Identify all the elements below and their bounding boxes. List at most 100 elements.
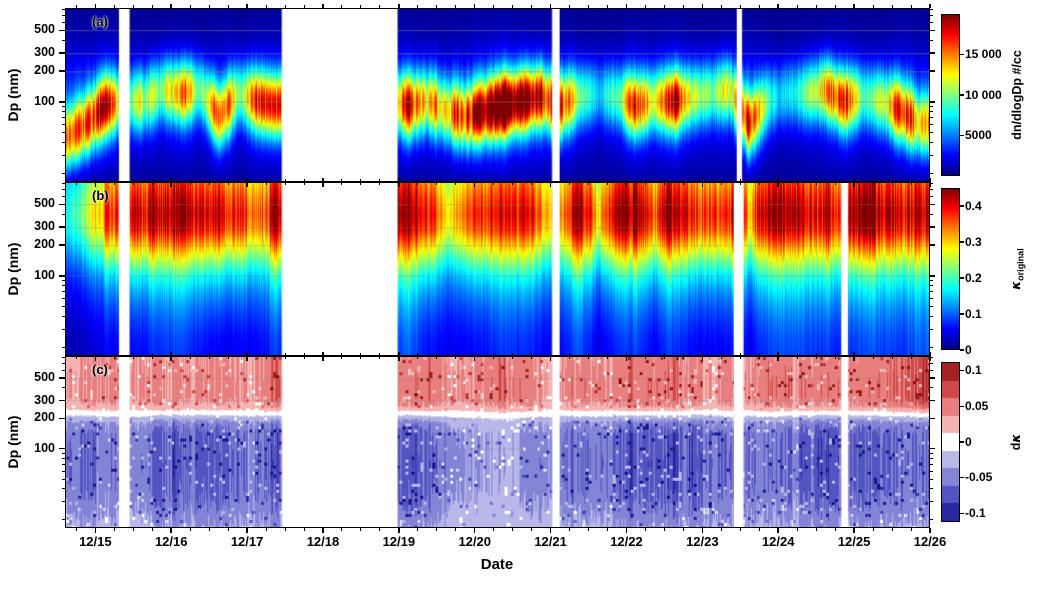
x-tick-major [853,3,855,8]
x-tick-minor [132,356,134,359]
x-tick-minor [758,182,760,185]
x-tick-minor [891,179,893,182]
y-tick-minor [61,458,65,460]
y-tick-major [930,399,935,402]
x-tick-major [701,3,704,8]
y-tick-major [930,226,935,228]
x-tick-minor [455,179,457,182]
y-tick-major [930,417,935,420]
x-tick-major [246,351,248,356]
colorbar-tick [960,313,964,315]
y-tick-minor [61,316,65,317]
x-tick-minor [436,528,438,531]
x-tick-minor [834,179,836,182]
x-tick-minor [682,5,684,8]
x-tick-minor [644,528,646,531]
x-tick-minor [265,5,267,8]
x-tick-minor [265,356,267,359]
y-tick-minor [61,291,65,293]
y-tick-minor [61,470,65,472]
colorbar-tick-label: 15 000 [965,47,1002,61]
y-tick-minor [61,346,65,348]
x-tick-minor [663,528,665,531]
x-tick-minor [75,528,77,531]
x-tick-minor [739,353,741,356]
x-tick-major [94,3,97,8]
colorbar-tick [960,370,964,372]
x-tick-minor [796,179,798,182]
y-tick-major [930,70,935,72]
y-tick-minor [930,306,933,308]
y-tick-minor [930,172,933,174]
heatmap-canvas-c [66,357,929,527]
x-tick-major [549,356,552,361]
x-tick-minor [227,356,229,359]
x-tick-minor [758,528,760,531]
y-tick-minor [61,132,65,134]
panel-b-letter: (b) [92,188,109,203]
colorbar-tick [960,205,964,207]
x-tick-minor [644,356,646,359]
y-tick-major [58,275,65,277]
colorbar-tick-label: -0.1 [965,505,986,520]
x-tick-minor [607,356,609,359]
y-tick-minor [61,188,65,190]
y-tick-minor [61,117,65,119]
colorbar-tick [960,476,964,479]
x-tick-minor [455,5,457,8]
x-tick-major [777,177,779,182]
x-tick-minor [113,353,115,356]
x-tick-minor [872,182,874,185]
colorbar-tick [960,349,964,351]
x-tick-minor [796,356,798,359]
y-tick-minor [61,213,65,215]
x-tick-label: 12/25 [837,534,871,549]
x-tick-minor [284,356,286,359]
x-tick-minor [379,528,381,531]
x-tick-major [170,351,172,356]
x-tick-minor [208,5,210,8]
x-tick-minor [872,5,874,8]
x-tick-minor [189,182,191,185]
y-tick-minor [61,369,65,371]
x-tick-major [549,528,552,533]
colorbar-tick-label: 10 000 [965,87,1002,102]
y-tick-minor [930,488,933,490]
y-tick-minor [61,387,65,389]
x-tick-minor [208,353,210,356]
x-tick-major [777,351,779,356]
y-tick-minor [930,9,933,10]
x-tick-minor [644,5,646,8]
y-tick-minor [930,213,933,215]
y-tick-major [930,29,935,32]
x-tick-minor [891,182,893,185]
y-tick-major [930,52,935,54]
x-tick-minor [455,356,457,359]
x-tick-minor [872,528,874,531]
y-tick-minor [930,106,933,107]
x-tick-minor [663,356,665,359]
x-tick-minor [265,182,267,185]
y-tick-minor [930,298,933,299]
x-tick-minor [227,528,229,531]
x-tick-major [94,177,97,182]
y-tick-major [58,29,65,32]
x-tick-major [398,182,400,187]
y-tick-major [58,70,65,72]
y-tick-minor [61,306,65,308]
colorbar-tick-label: 0 [965,434,972,449]
x-tick-minor [739,528,741,531]
x-tick-minor [360,182,362,185]
x-tick-minor [284,353,286,356]
x-tick-label: 12/18 [306,534,340,549]
x-tick-minor [588,179,590,182]
y-tick-minor [61,478,65,480]
y-tick-minor [61,298,65,299]
x-tick-minor [151,179,153,182]
heatmap-canvas-b [66,183,929,355]
y-tick-major [58,399,65,402]
colorbar-tick-label: 0.1 [965,306,982,321]
x-tick-minor [588,356,590,359]
x-tick-major [322,177,324,182]
